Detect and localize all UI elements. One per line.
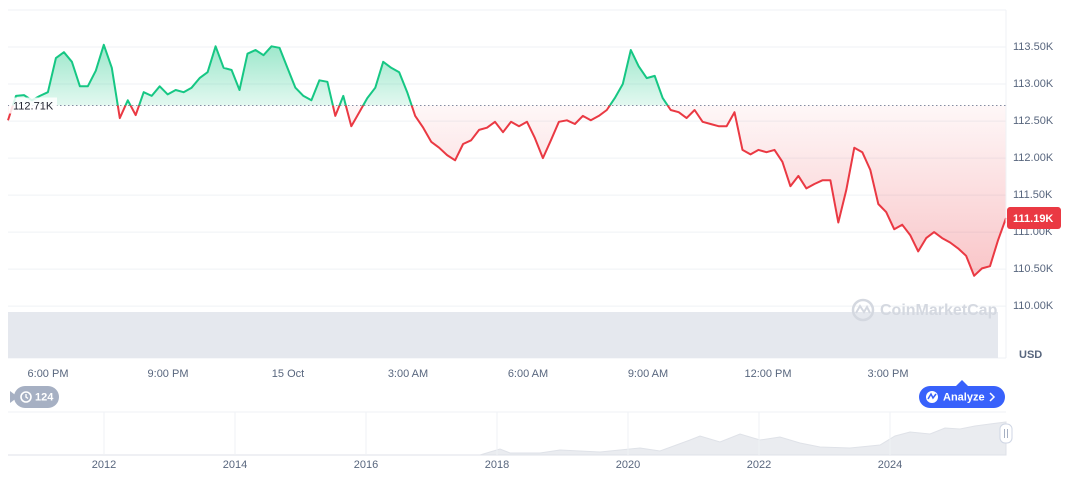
x-tick-label: 6:00 AM: [508, 368, 548, 380]
price-tag-label: 111.19K: [1013, 213, 1053, 225]
price-line-below: [7, 105, 1007, 277]
x-tick-label: 6:00 PM: [28, 368, 69, 380]
x-tick-label: 12:00 PM: [744, 368, 791, 380]
y-tick-label: 110.50K: [1013, 263, 1054, 275]
navigator-year-label: 2024: [878, 459, 902, 471]
y-axis-label: USD: [1019, 349, 1042, 361]
volume-bars: [8, 312, 998, 358]
price-tag-bg: [1007, 207, 1061, 230]
navigator-year-label: 2018: [485, 459, 509, 471]
y-tick-label: 112.50K: [1013, 115, 1054, 127]
y-tick-label: 113.00K: [1013, 78, 1054, 90]
price-line-above: [11, 43, 669, 106]
y-tick-label: 112.00K: [1013, 152, 1054, 164]
analyze-label[interactable]: Analyze: [943, 391, 985, 403]
navigator-year-label: 2012: [92, 459, 116, 471]
x-tick-label: 9:00 PM: [148, 368, 189, 380]
reference-label: 112.71K: [13, 100, 54, 112]
watermark-text: CoinMarketCap: [880, 302, 998, 319]
x-tick-label: 3:00 AM: [388, 368, 428, 380]
history-button[interactable]: 124: [10, 386, 59, 408]
history-count[interactable]: 124: [35, 391, 54, 403]
watermark: CoinMarketCap: [851, 298, 998, 322]
y-tick-label: 110.00K: [1013, 300, 1054, 312]
x-tick-label: 9:00 AM: [628, 368, 668, 380]
navigator-year-label: 2014: [223, 459, 247, 471]
navigator-year-label: 2020: [616, 459, 640, 471]
navigator: [8, 411, 1013, 456]
reference-label-bg: [9, 97, 57, 114]
x-tick-label: 3:00 PM: [868, 368, 909, 380]
plot-area: [7, 43, 1007, 307]
analyze-button[interactable]: Analyze: [919, 380, 1005, 408]
navigator-year-label: 2022: [747, 459, 771, 471]
y-tick-label: 113.50K: [1013, 41, 1054, 53]
area-below: [8, 105, 1006, 276]
x-tick-label: 15 Oct: [272, 368, 304, 380]
y-tick-label: 111.50K: [1013, 189, 1053, 201]
area-above: [12, 44, 668, 106]
navigator-year-label: 2016: [354, 459, 378, 471]
